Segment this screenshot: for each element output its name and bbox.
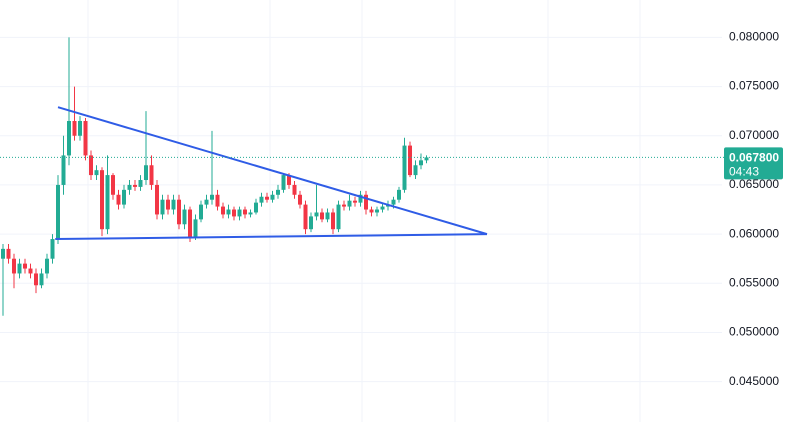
candle-body — [309, 216, 313, 230]
candle-body — [276, 189, 280, 195]
countdown: 04:43 — [729, 165, 759, 179]
candle-body — [215, 194, 220, 207]
candle-body — [45, 258, 49, 274]
y-tick-label: 0.060000 — [729, 226, 779, 240]
candle-body — [369, 209, 374, 213]
candle-body — [188, 209, 192, 238]
y-tick-label: 0.050000 — [729, 325, 779, 339]
candle-body — [171, 199, 176, 210]
y-tick-label: 0.065000 — [729, 177, 779, 191]
candle-body — [94, 170, 99, 176]
candle-body — [17, 263, 22, 274]
last-price-label: 0.067800 — [729, 151, 779, 165]
candle-body — [347, 200, 352, 207]
candle-body — [127, 184, 132, 190]
candle-body — [28, 268, 33, 274]
candle-body — [116, 194, 121, 205]
candle-body — [111, 175, 115, 195]
candle-body — [254, 202, 258, 213]
candle-body — [331, 212, 335, 230]
vertical-grid — [87, 0, 641, 422]
candle-body — [210, 194, 214, 200]
candle-body — [105, 175, 110, 230]
candle-body — [34, 273, 38, 286]
candle-body — [408, 145, 412, 176]
candle-body — [353, 200, 357, 203]
candle-body — [72, 120, 77, 136]
candle-body — [314, 212, 319, 217]
candle-body — [193, 219, 198, 238]
candle-body — [67, 120, 71, 156]
candle-body — [50, 239, 55, 259]
candle-body — [144, 165, 148, 181]
candle-body — [413, 165, 418, 176]
candle-body — [358, 194, 363, 203]
candle-body — [232, 209, 236, 217]
candle-body — [375, 209, 379, 213]
candle-body — [166, 199, 170, 210]
candle-body — [56, 184, 60, 240]
candle-body — [424, 157, 429, 161]
candle-body — [155, 184, 159, 215]
candle-body — [342, 204, 346, 207]
candle-body — [23, 263, 27, 269]
candle-body — [397, 189, 401, 200]
candle-body — [78, 120, 82, 136]
candle-body — [100, 170, 104, 230]
candle-body — [336, 204, 341, 230]
candle-body — [298, 194, 302, 205]
candle-body — [122, 189, 126, 205]
candle-body — [12, 258, 16, 274]
y-tick-label: 0.055000 — [729, 275, 779, 289]
candle-body — [248, 212, 253, 215]
candle-body — [259, 196, 264, 203]
candle-body — [320, 212, 324, 220]
candle-body — [160, 199, 165, 215]
candle-body — [287, 175, 291, 185]
candle-body — [149, 165, 154, 185]
candle-body — [83, 120, 88, 156]
candle-body — [133, 184, 137, 187]
candle-body — [237, 209, 242, 217]
y-tick-label: 0.075000 — [729, 79, 779, 93]
candle-body — [270, 194, 275, 200]
last-price-box — [724, 147, 783, 180]
candle-body — [39, 273, 44, 286]
candle-body — [6, 248, 11, 259]
candle-body — [199, 204, 203, 220]
candle-body — [292, 184, 297, 195]
candle-body — [265, 196, 269, 200]
candle-body — [89, 155, 93, 176]
candle-body — [281, 175, 286, 190]
candle-body — [364, 194, 368, 210]
candle-body — [419, 160, 423, 166]
candle-body — [402, 145, 407, 190]
candle-body — [226, 209, 231, 215]
trend-line — [57, 106, 488, 236]
candle-body — [243, 209, 247, 215]
y-tick-label: 0.080000 — [729, 30, 779, 44]
candle-body — [325, 212, 330, 220]
candle-body — [303, 204, 308, 230]
candle-body — [177, 199, 181, 225]
y-tick-label: 0.045000 — [729, 374, 779, 388]
candle-body — [221, 206, 225, 215]
candle-body — [204, 199, 209, 205]
trend-line — [55, 233, 488, 241]
y-tick-label: 0.070000 — [729, 128, 779, 142]
candle-body — [61, 155, 66, 185]
candle-body — [380, 206, 385, 210]
candle-body — [1, 248, 5, 259]
candle-body — [182, 209, 187, 225]
candle-body — [391, 199, 396, 205]
candle-body — [138, 180, 143, 187]
